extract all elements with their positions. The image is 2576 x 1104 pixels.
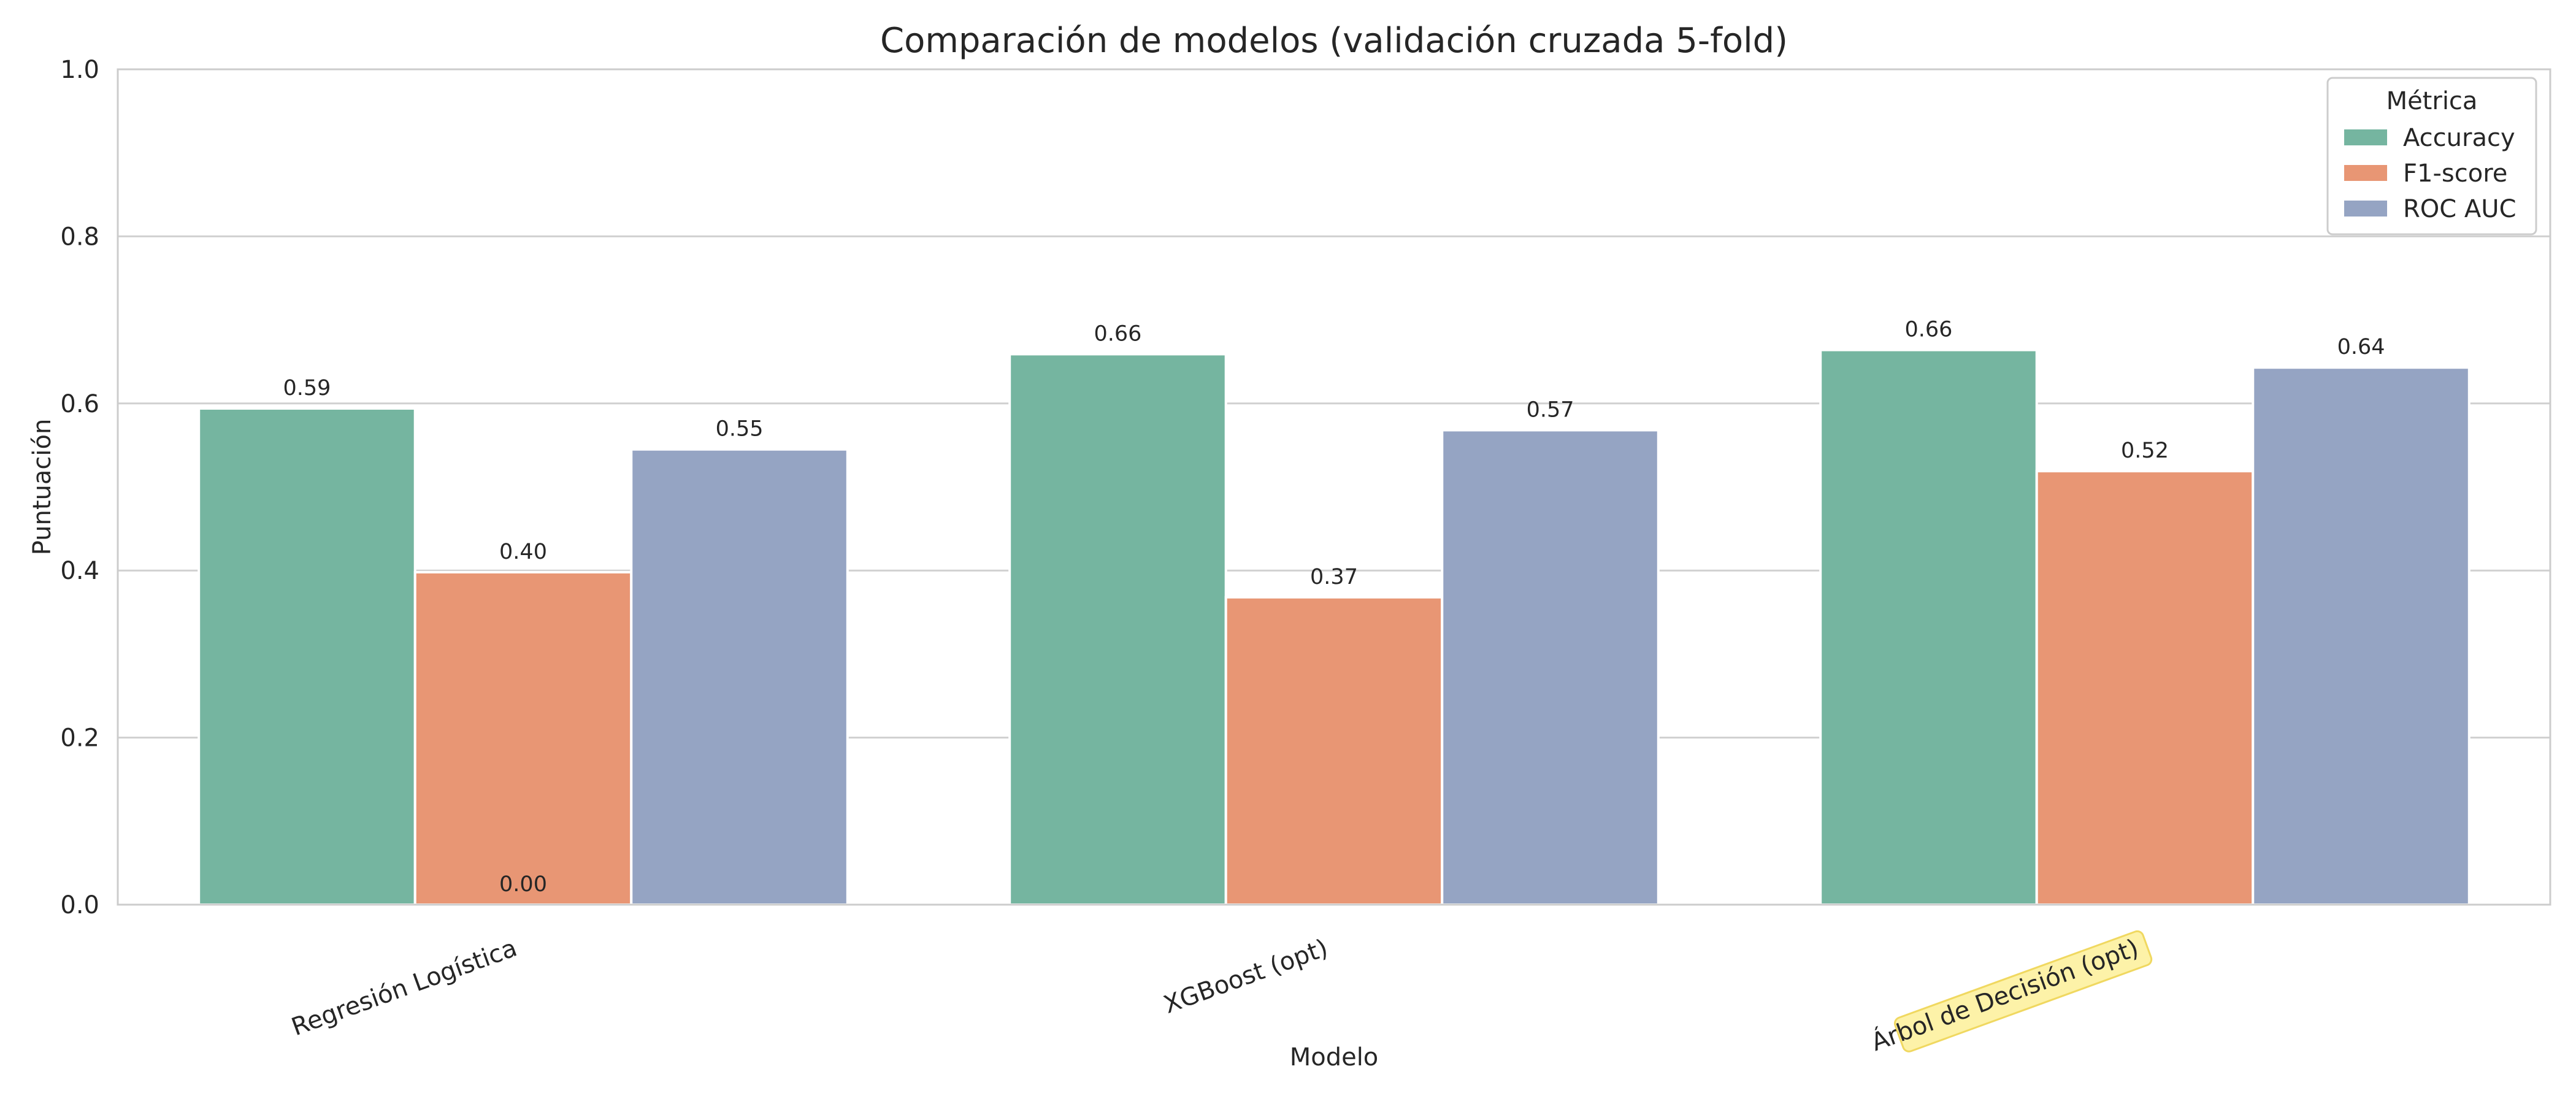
bar-f1-score-xgboost-opt	[1224, 596, 1444, 906]
chart-title: Comparación de modelos (validación cruza…	[880, 21, 1788, 61]
bar-value-label: 0.66	[1094, 321, 1141, 346]
legend-swatch-f1-score	[2344, 165, 2387, 181]
y-tick-label: 0.8	[60, 223, 99, 251]
y-tick-label: 0.4	[60, 557, 99, 585]
bar-f1-score-arbol-de-decision-opt	[2035, 470, 2255, 906]
legend-label-roc-auc: ROC AUC	[2403, 195, 2517, 223]
bar-value-label: 0.55	[716, 417, 764, 442]
legend: Métrica Accuracy F1-score ROC AUC	[2326, 77, 2537, 236]
legend-swatch-roc-auc	[2344, 201, 2387, 217]
bar-roc-auc-xgboost-opt	[1441, 429, 1660, 906]
bar-value-label: 0.37	[1310, 565, 1358, 589]
bar-accuracy-arbol-de-decision-opt	[1819, 348, 2038, 906]
bar-value-label: 0.64	[2337, 335, 2385, 359]
y-tick-label: 0.0	[60, 891, 99, 919]
bar-value-label: 0.40	[499, 540, 547, 564]
bar-roc-auc-regresion-logistica	[630, 448, 849, 906]
legend-swatch-accuracy	[2344, 129, 2387, 145]
bar-accuracy-regresion-logistica	[197, 407, 416, 906]
bar-value-label: 0.57	[1527, 397, 1574, 422]
bar-value-label: 0.59	[283, 376, 331, 401]
x-axis-label: Modelo	[1290, 1043, 1379, 1071]
y-tick-label: 0.6	[60, 390, 99, 418]
legend-box	[2326, 77, 2537, 236]
bar-value-label: 0.66	[1904, 318, 1952, 342]
y-axis-label: Puntuación	[28, 419, 56, 556]
legend-label-accuracy: Accuracy	[2403, 124, 2515, 152]
baseline-annotation: 0.00	[499, 872, 547, 897]
legend-title: Métrica	[2386, 87, 2478, 115]
bar-value-label: 0.52	[2121, 439, 2169, 463]
highlight-box	[1893, 930, 2153, 1052]
y-tick-label: 1.0	[60, 56, 99, 84]
bars	[197, 348, 2471, 906]
plot-frame	[117, 68, 2551, 906]
bar-f1-score-regresion-logistica	[413, 570, 633, 906]
y-tick-labels: 0.0 0.2 0.4 0.6 0.8 1.0	[60, 56, 99, 919]
bar-roc-auc-arbol-de-decision-opt	[2252, 366, 2471, 906]
legend-label-f1-score: F1-score	[2403, 159, 2507, 188]
bar-value-labels: 0.59 0.40 0.55 0.66 0.37 0.57 0.66 0.52 0.64 0.00	[283, 318, 2385, 897]
y-tick-label: 0.2	[60, 724, 99, 753]
bar-accuracy-xgboost-opt	[1008, 353, 1227, 906]
